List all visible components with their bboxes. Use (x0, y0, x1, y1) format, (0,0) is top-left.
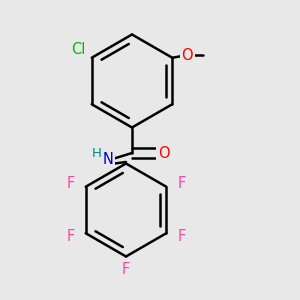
Text: F: F (67, 229, 75, 244)
Text: N: N (103, 152, 113, 166)
Text: O: O (182, 48, 193, 63)
Text: F: F (177, 229, 185, 244)
Text: Cl: Cl (71, 42, 85, 57)
Text: F: F (67, 176, 75, 191)
Text: F: F (122, 262, 130, 278)
Text: F: F (177, 176, 185, 191)
Text: O: O (158, 146, 169, 160)
Text: H: H (92, 147, 102, 160)
